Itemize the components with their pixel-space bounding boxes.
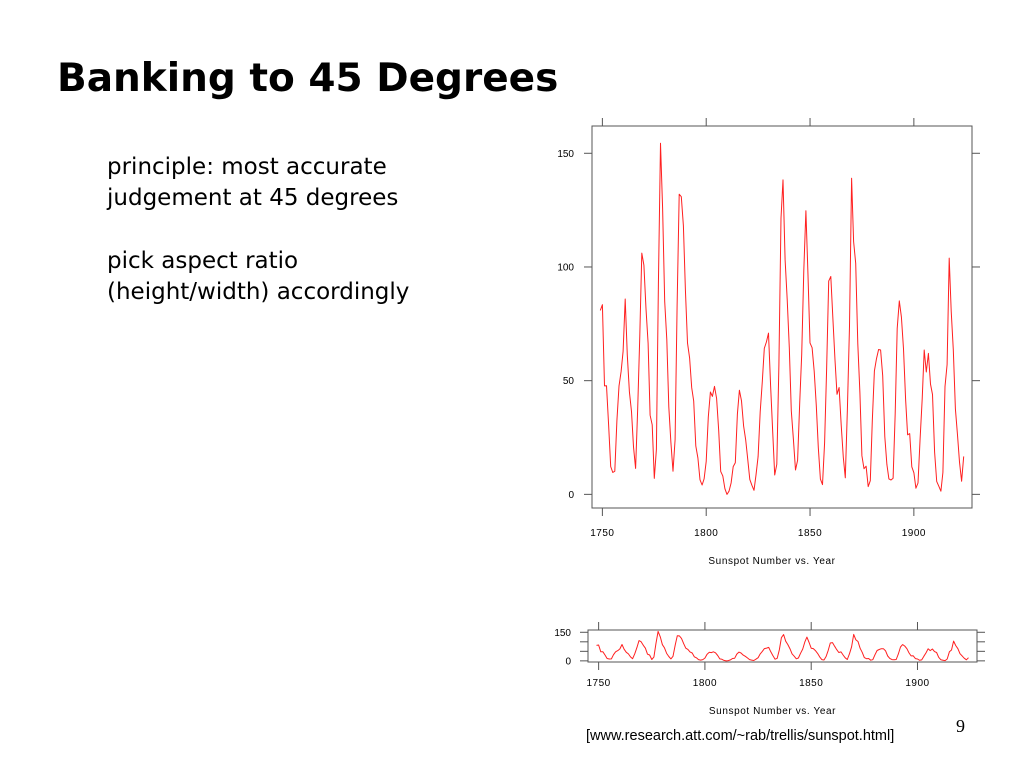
y-tick-label: 150 (554, 628, 571, 639)
y-tick-label: 50 (563, 376, 575, 387)
series-line-sunspots (599, 142, 965, 495)
x-tick-label: 1800 (693, 678, 717, 689)
y-tick-label: 0 (568, 490, 574, 501)
x-tick-label: 1850 (799, 678, 823, 689)
x-tick-label: 1750 (587, 678, 611, 689)
bullet-line: judgement at 45 degrees (107, 185, 399, 211)
y-tick-label: 150 (557, 149, 574, 160)
bullet-principle: principle: most accurate judgement at 45… (107, 152, 507, 214)
x-tick-label: 1900 (905, 678, 929, 689)
x-tick-label: 1750 (590, 528, 614, 539)
bullet-list: principle: most accurate judgement at 45… (107, 152, 507, 340)
bullet-line: (height/width) accordingly (107, 279, 410, 305)
x-axis-label: Sunspot Number vs. Year (708, 556, 835, 567)
slide-title: Banking to 45 Degrees (57, 56, 559, 101)
bullet-line: pick aspect ratio (107, 248, 299, 274)
y-tick-label: 0 (565, 656, 571, 667)
bullet-line: principle: most accurate (107, 154, 387, 180)
page-number: 9 (956, 716, 965, 736)
series-line-sunspots (596, 630, 969, 662)
x-tick-label: 1850 (798, 528, 822, 539)
plot-frame (591, 125, 973, 509)
citation-url: [www.research.att.com/~rab/trellis/sunsp… (586, 728, 895, 744)
x-axis-label: Sunspot Number vs. Year (709, 706, 836, 717)
bullet-aspect-ratio: pick aspect ratio (height/width) accordi… (107, 246, 507, 308)
plot-frame (587, 629, 978, 663)
y-tick-label: 100 (557, 262, 574, 273)
x-tick-label: 1800 (694, 528, 718, 539)
x-tick-label: 1900 (902, 528, 926, 539)
